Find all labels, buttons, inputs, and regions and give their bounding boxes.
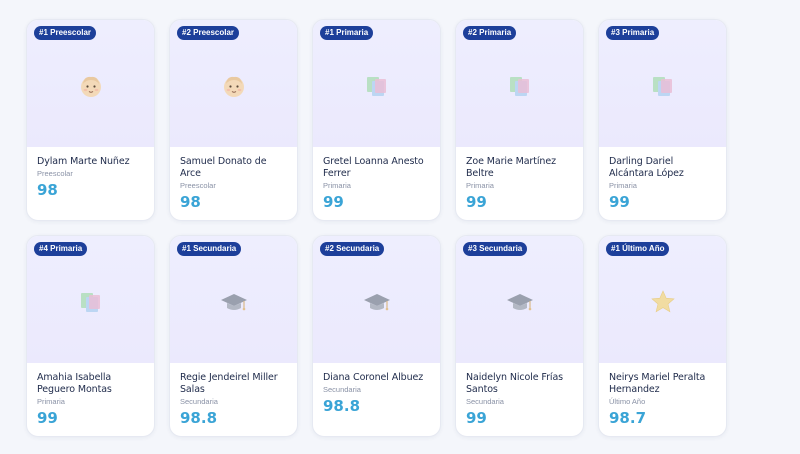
student-card[interactable]: #2 Preescolar Samuel Donato de Arce Pre bbox=[169, 19, 298, 221]
books-icon bbox=[505, 71, 535, 101]
card-media: #3 Secundaria bbox=[456, 236, 583, 363]
card-media: #1 Secundaria bbox=[170, 236, 297, 363]
student-category: Preescolar bbox=[180, 181, 216, 190]
student-name: Naidelyn Nicole Frías Santos bbox=[466, 372, 564, 395]
student-card[interactable]: #1 Secundaria Regie Jendeirel Miller Sal… bbox=[169, 235, 298, 437]
student-name: Neirys Mariel Peralta Hernandez bbox=[609, 372, 706, 395]
student-score: 98.8 bbox=[180, 409, 218, 427]
student-card[interactable]: #4 Primaria Amahia Isabella Peguero Mont… bbox=[26, 235, 155, 437]
star-icon bbox=[648, 287, 678, 317]
student-category: Último Año bbox=[609, 397, 646, 406]
student-score: 98.8 bbox=[323, 397, 361, 415]
student-score: 98 bbox=[37, 181, 58, 199]
books-icon bbox=[362, 71, 392, 101]
student-grid: #1 Preescolar Dylam Marte Nuñez Preesco bbox=[26, 19, 727, 437]
student-score: 99 bbox=[37, 409, 58, 427]
student-name: Amahia Isabella Peguero Montas bbox=[37, 372, 112, 395]
rank-badge: #4 Primaria bbox=[34, 242, 88, 256]
rank-badge: #1 Último Año bbox=[606, 242, 670, 256]
student-score: 98.7 bbox=[609, 409, 647, 427]
rank-badge: #2 Primaria bbox=[463, 26, 517, 40]
rank-badge: #1 Preescolar bbox=[34, 26, 97, 40]
baby-icon bbox=[219, 71, 249, 101]
graduation-cap-icon bbox=[362, 287, 392, 317]
student-name: Gretel Loanna Anesto Ferrer bbox=[323, 156, 424, 179]
student-name: Samuel Donato de Arce bbox=[180, 156, 267, 179]
student-name: Regie Jendeirel Miller Salas bbox=[180, 372, 278, 395]
student-category: Secundaria bbox=[466, 397, 504, 406]
student-category: Secundaria bbox=[180, 397, 218, 406]
graduation-cap-icon bbox=[219, 287, 249, 317]
student-name: Diana Coronel Albuez bbox=[323, 372, 424, 383]
rank-badge: #1 Secundaria bbox=[177, 242, 242, 256]
baby-icon bbox=[76, 71, 106, 101]
student-category: Primaria bbox=[609, 181, 637, 190]
student-score: 99 bbox=[323, 193, 344, 211]
student-category: Preescolar bbox=[37, 169, 73, 178]
student-name: Zoe Marie Martínez Beltre bbox=[466, 156, 556, 179]
student-card[interactable]: #2 Primaria Zoe Marie Martínez Beltre Pr… bbox=[455, 19, 584, 221]
card-media: #1 Último Año bbox=[599, 236, 726, 363]
student-name: Darling Dariel Alcántara López bbox=[609, 156, 684, 179]
student-card[interactable]: #3 Secundaria Naidelyn Nicole Frías Sant… bbox=[455, 235, 584, 437]
student-score: 99 bbox=[466, 193, 487, 211]
student-name: Dylam Marte Nuñez bbox=[37, 156, 130, 167]
student-category: Primaria bbox=[37, 397, 65, 406]
card-media: #2 Preescolar bbox=[170, 20, 297, 147]
card-media: #3 Primaria bbox=[599, 20, 726, 147]
student-card[interactable]: #1 Primaria Gretel Loanna Anesto Ferrer … bbox=[312, 19, 441, 221]
student-card[interactable]: #2 Secundaria Diana Coronel Albuez Secun… bbox=[312, 235, 441, 437]
books-icon bbox=[648, 71, 678, 101]
books-icon bbox=[76, 287, 106, 317]
rank-badge: #2 Secundaria bbox=[320, 242, 385, 256]
rank-badge: #2 Preescolar bbox=[177, 26, 240, 40]
student-card[interactable]: #3 Primaria Darling Dariel Alcántara Lóp… bbox=[598, 19, 727, 221]
graduation-cap-icon bbox=[505, 287, 535, 317]
card-media: #2 Primaria bbox=[456, 20, 583, 147]
student-score: 99 bbox=[609, 193, 630, 211]
student-card[interactable]: #1 Último Año Neirys Mariel Peralta Hern… bbox=[598, 235, 727, 437]
student-category: Primaria bbox=[323, 181, 351, 190]
student-card[interactable]: #1 Preescolar Dylam Marte Nuñez Preesco bbox=[26, 19, 155, 221]
student-category: Primaria bbox=[466, 181, 494, 190]
student-category: Secundaria bbox=[323, 385, 361, 394]
student-score: 98 bbox=[180, 193, 201, 211]
rank-badge: #1 Primaria bbox=[320, 26, 374, 40]
card-media: #4 Primaria bbox=[27, 236, 154, 363]
rank-badge: #3 Primaria bbox=[606, 26, 660, 40]
card-media: #1 Preescolar bbox=[27, 20, 154, 147]
card-media: #1 Primaria bbox=[313, 20, 440, 147]
rank-badge: #3 Secundaria bbox=[463, 242, 528, 256]
student-score: 99 bbox=[466, 409, 487, 427]
card-media: #2 Secundaria bbox=[313, 236, 440, 363]
